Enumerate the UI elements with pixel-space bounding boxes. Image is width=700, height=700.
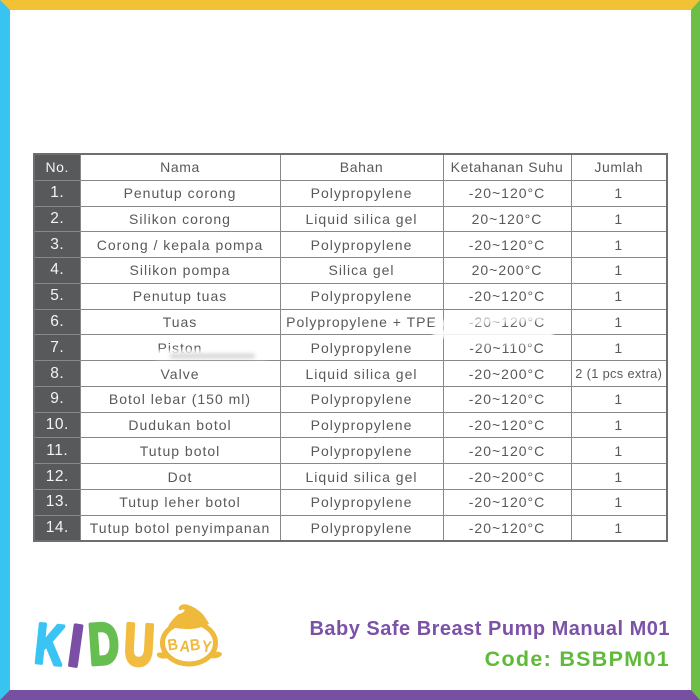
svg-text:A: A [179,638,191,657]
svg-text:D: D [86,610,121,677]
svg-text:K: K [33,612,67,678]
svg-text:I: I [65,614,87,679]
svg-text:U: U [123,611,156,678]
svg-text:Y: Y [201,638,213,657]
svg-text:B: B [166,636,179,655]
svg-text:B: B [189,636,201,655]
